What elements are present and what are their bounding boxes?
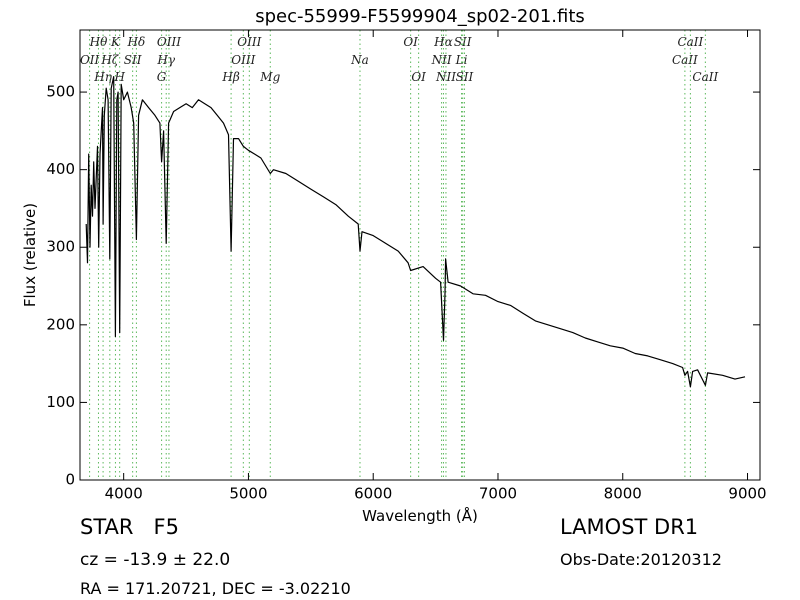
spectral-line-label: CaII <box>692 70 718 84</box>
x-axis-label: Wavelength (Å) <box>362 506 478 525</box>
chart-title: spec-55999-F5599904_sp02-201.fits <box>255 6 585 27</box>
spectral-line-label: Hθ <box>89 35 108 49</box>
obs-date: Obs-Date:20120312 <box>560 550 722 569</box>
spectral-line-label: NII <box>435 70 456 84</box>
spectral-line-label: NII <box>431 53 452 67</box>
spectral-line-label: Li <box>455 53 468 67</box>
coordinates: RA = 171.20721, DEC = -3.02210 <box>80 579 351 598</box>
spectral-line-label: Hδ <box>127 35 146 49</box>
y-tick-label: 400 <box>46 160 75 178</box>
y-tick-label: 500 <box>46 83 75 101</box>
x-tick-label: 5000 <box>229 485 267 503</box>
spectral-line-label: G <box>157 70 167 84</box>
redshift: cz = -13.9 ± 22.0 <box>80 550 230 570</box>
spectral-line-label: Hα <box>433 35 453 49</box>
y-tick-label: 200 <box>46 315 75 333</box>
spectral-line-label: SII <box>456 70 474 84</box>
x-tick-label: 4000 <box>105 485 143 503</box>
spectral-line-label: CaII <box>677 35 703 49</box>
spectral-line-label: OIII <box>237 35 261 49</box>
y-axis-label: Flux (relative) <box>21 203 39 307</box>
spectral-line-label: Hη <box>93 70 112 84</box>
spectrum-line <box>85 76 746 388</box>
spectral-line-label: SII <box>124 53 142 67</box>
spectral-line-label: Mg <box>259 70 280 84</box>
spectral-line-label: SII <box>454 35 472 49</box>
spectral-line-label: OI <box>403 35 418 49</box>
spectral-line-label: Na <box>350 53 369 67</box>
spectral-line-label: OIII <box>157 35 181 49</box>
spectral-line-label: OII <box>80 53 100 67</box>
spectral-line-label: CaII <box>672 53 698 67</box>
spectral-line-label: Hζ <box>100 53 119 67</box>
spectral-line-label: Hγ <box>156 53 175 67</box>
x-tick-label: 8000 <box>604 485 642 503</box>
y-tick-label: 300 <box>46 238 75 256</box>
x-tick-label: 9000 <box>728 485 766 503</box>
x-tick-label: 6000 <box>354 485 392 503</box>
spectral-line-label: OIII <box>231 53 255 67</box>
spectral-line-label: OI <box>411 70 426 84</box>
survey-name: LAMOST DR1 <box>560 515 698 539</box>
y-tick-label: 100 <box>46 393 75 411</box>
x-tick-label: 7000 <box>479 485 517 503</box>
object-class: STAR F5 <box>80 515 179 539</box>
spectral-line-label: K <box>110 35 121 49</box>
y-tick-label: 0 <box>65 471 75 489</box>
spectral-line-label: Hβ <box>221 70 239 84</box>
spectral-line-label: H <box>113 70 125 84</box>
plot-frame <box>79 29 761 481</box>
